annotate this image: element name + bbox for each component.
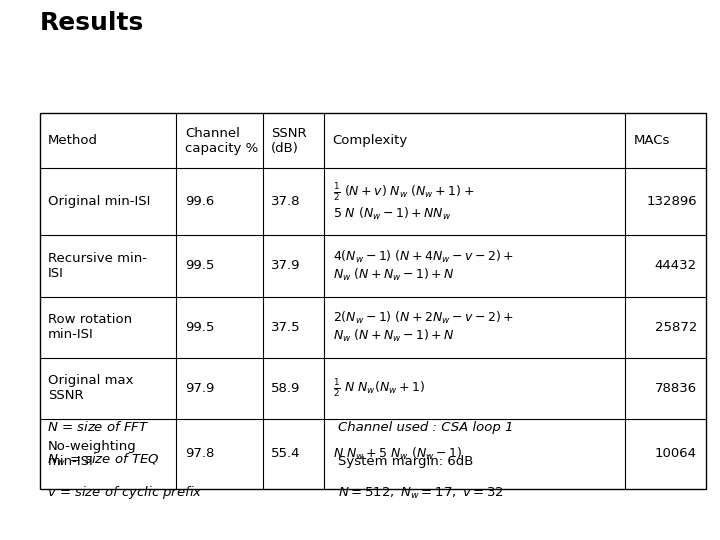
- Text: SSNR
(dB): SSNR (dB): [271, 126, 307, 154]
- Text: $4(N_w-1)$ $(N+4N_w-v-2)+$
$N_w$ $(N+N_w-1)+N$: $4(N_w-1)$ $(N+4N_w-v-2)+$ $N_w$ $(N+N_w…: [333, 248, 513, 284]
- Text: $N$ $N_w+5$ $N_w$ $(N_w-1)$: $N$ $N_w+5$ $N_w$ $(N_w-1)$: [333, 446, 462, 462]
- Text: 55.4: 55.4: [271, 447, 301, 460]
- Text: Original min-ISI: Original min-ISI: [48, 195, 150, 208]
- Text: 97.8: 97.8: [185, 447, 214, 460]
- Text: Recursive min-
ISI: Recursive min- ISI: [48, 252, 148, 280]
- Text: $N$ = size of FFT: $N$ = size of FFT: [47, 420, 149, 434]
- Text: Channel
capacity %: Channel capacity %: [185, 126, 258, 154]
- Text: 132896: 132896: [647, 195, 697, 208]
- Text: $v$ = size of cyclic prefix: $v$ = size of cyclic prefix: [47, 484, 202, 501]
- Text: Original max
SSNR: Original max SSNR: [48, 374, 134, 402]
- Text: $N = 512,$ $N_w = 17,$ $v = 32$: $N = 512,$ $N_w = 17,$ $v = 32$: [338, 486, 505, 501]
- Text: Complexity: Complexity: [333, 134, 408, 147]
- Text: 37.5: 37.5: [271, 321, 301, 334]
- Text: Results: Results: [40, 11, 144, 35]
- Text: 37.9: 37.9: [271, 259, 301, 273]
- Text: 99.5: 99.5: [185, 259, 214, 273]
- Text: 44432: 44432: [654, 259, 697, 273]
- Text: 10064: 10064: [655, 447, 697, 460]
- Text: $\frac{1}{2}$ $N$ $N_w(N_w+1)$: $\frac{1}{2}$ $N$ $N_w(N_w+1)$: [333, 377, 425, 399]
- Text: 99.5: 99.5: [185, 321, 214, 334]
- Text: 58.9: 58.9: [271, 382, 301, 395]
- Text: No-weighting
min-ISI: No-weighting min-ISI: [48, 440, 137, 468]
- Text: 78836: 78836: [654, 382, 697, 395]
- Bar: [40, 113, 706, 489]
- Text: 99.6: 99.6: [185, 195, 214, 208]
- Text: System margin: 6dB: System margin: 6dB: [338, 455, 474, 468]
- Text: 25872: 25872: [654, 321, 697, 334]
- Text: MACs: MACs: [634, 134, 670, 147]
- Text: 37.8: 37.8: [271, 195, 301, 208]
- Text: $N_w$ = size of TEQ: $N_w$ = size of TEQ: [47, 451, 159, 468]
- Text: Method: Method: [48, 134, 98, 147]
- Text: 97.9: 97.9: [185, 382, 214, 395]
- Text: Row rotation
min-ISI: Row rotation min-ISI: [48, 313, 132, 341]
- Text: $2(N_w-1)$ $(N+2N_w-v-2)+$
$N_w$ $(N+N_w-1)+N$: $2(N_w-1)$ $(N+2N_w-v-2)+$ $N_w$ $(N+N_w…: [333, 310, 513, 345]
- Text: Channel used : CSA loop 1: Channel used : CSA loop 1: [338, 421, 514, 434]
- Text: $\frac{1}{2}$ $(N+v)$ $N_w$ $(N_w+1)+$
$5$ $N$ $(N_w-1)+NN_w$: $\frac{1}{2}$ $(N+v)$ $N_w$ $(N_w+1)+$ $…: [333, 181, 474, 222]
